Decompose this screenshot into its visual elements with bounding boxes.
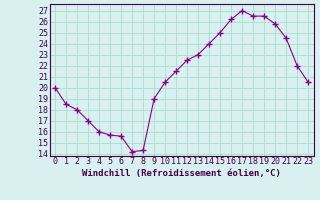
- X-axis label: Windchill (Refroidissement éolien,°C): Windchill (Refroidissement éolien,°C): [82, 169, 281, 178]
